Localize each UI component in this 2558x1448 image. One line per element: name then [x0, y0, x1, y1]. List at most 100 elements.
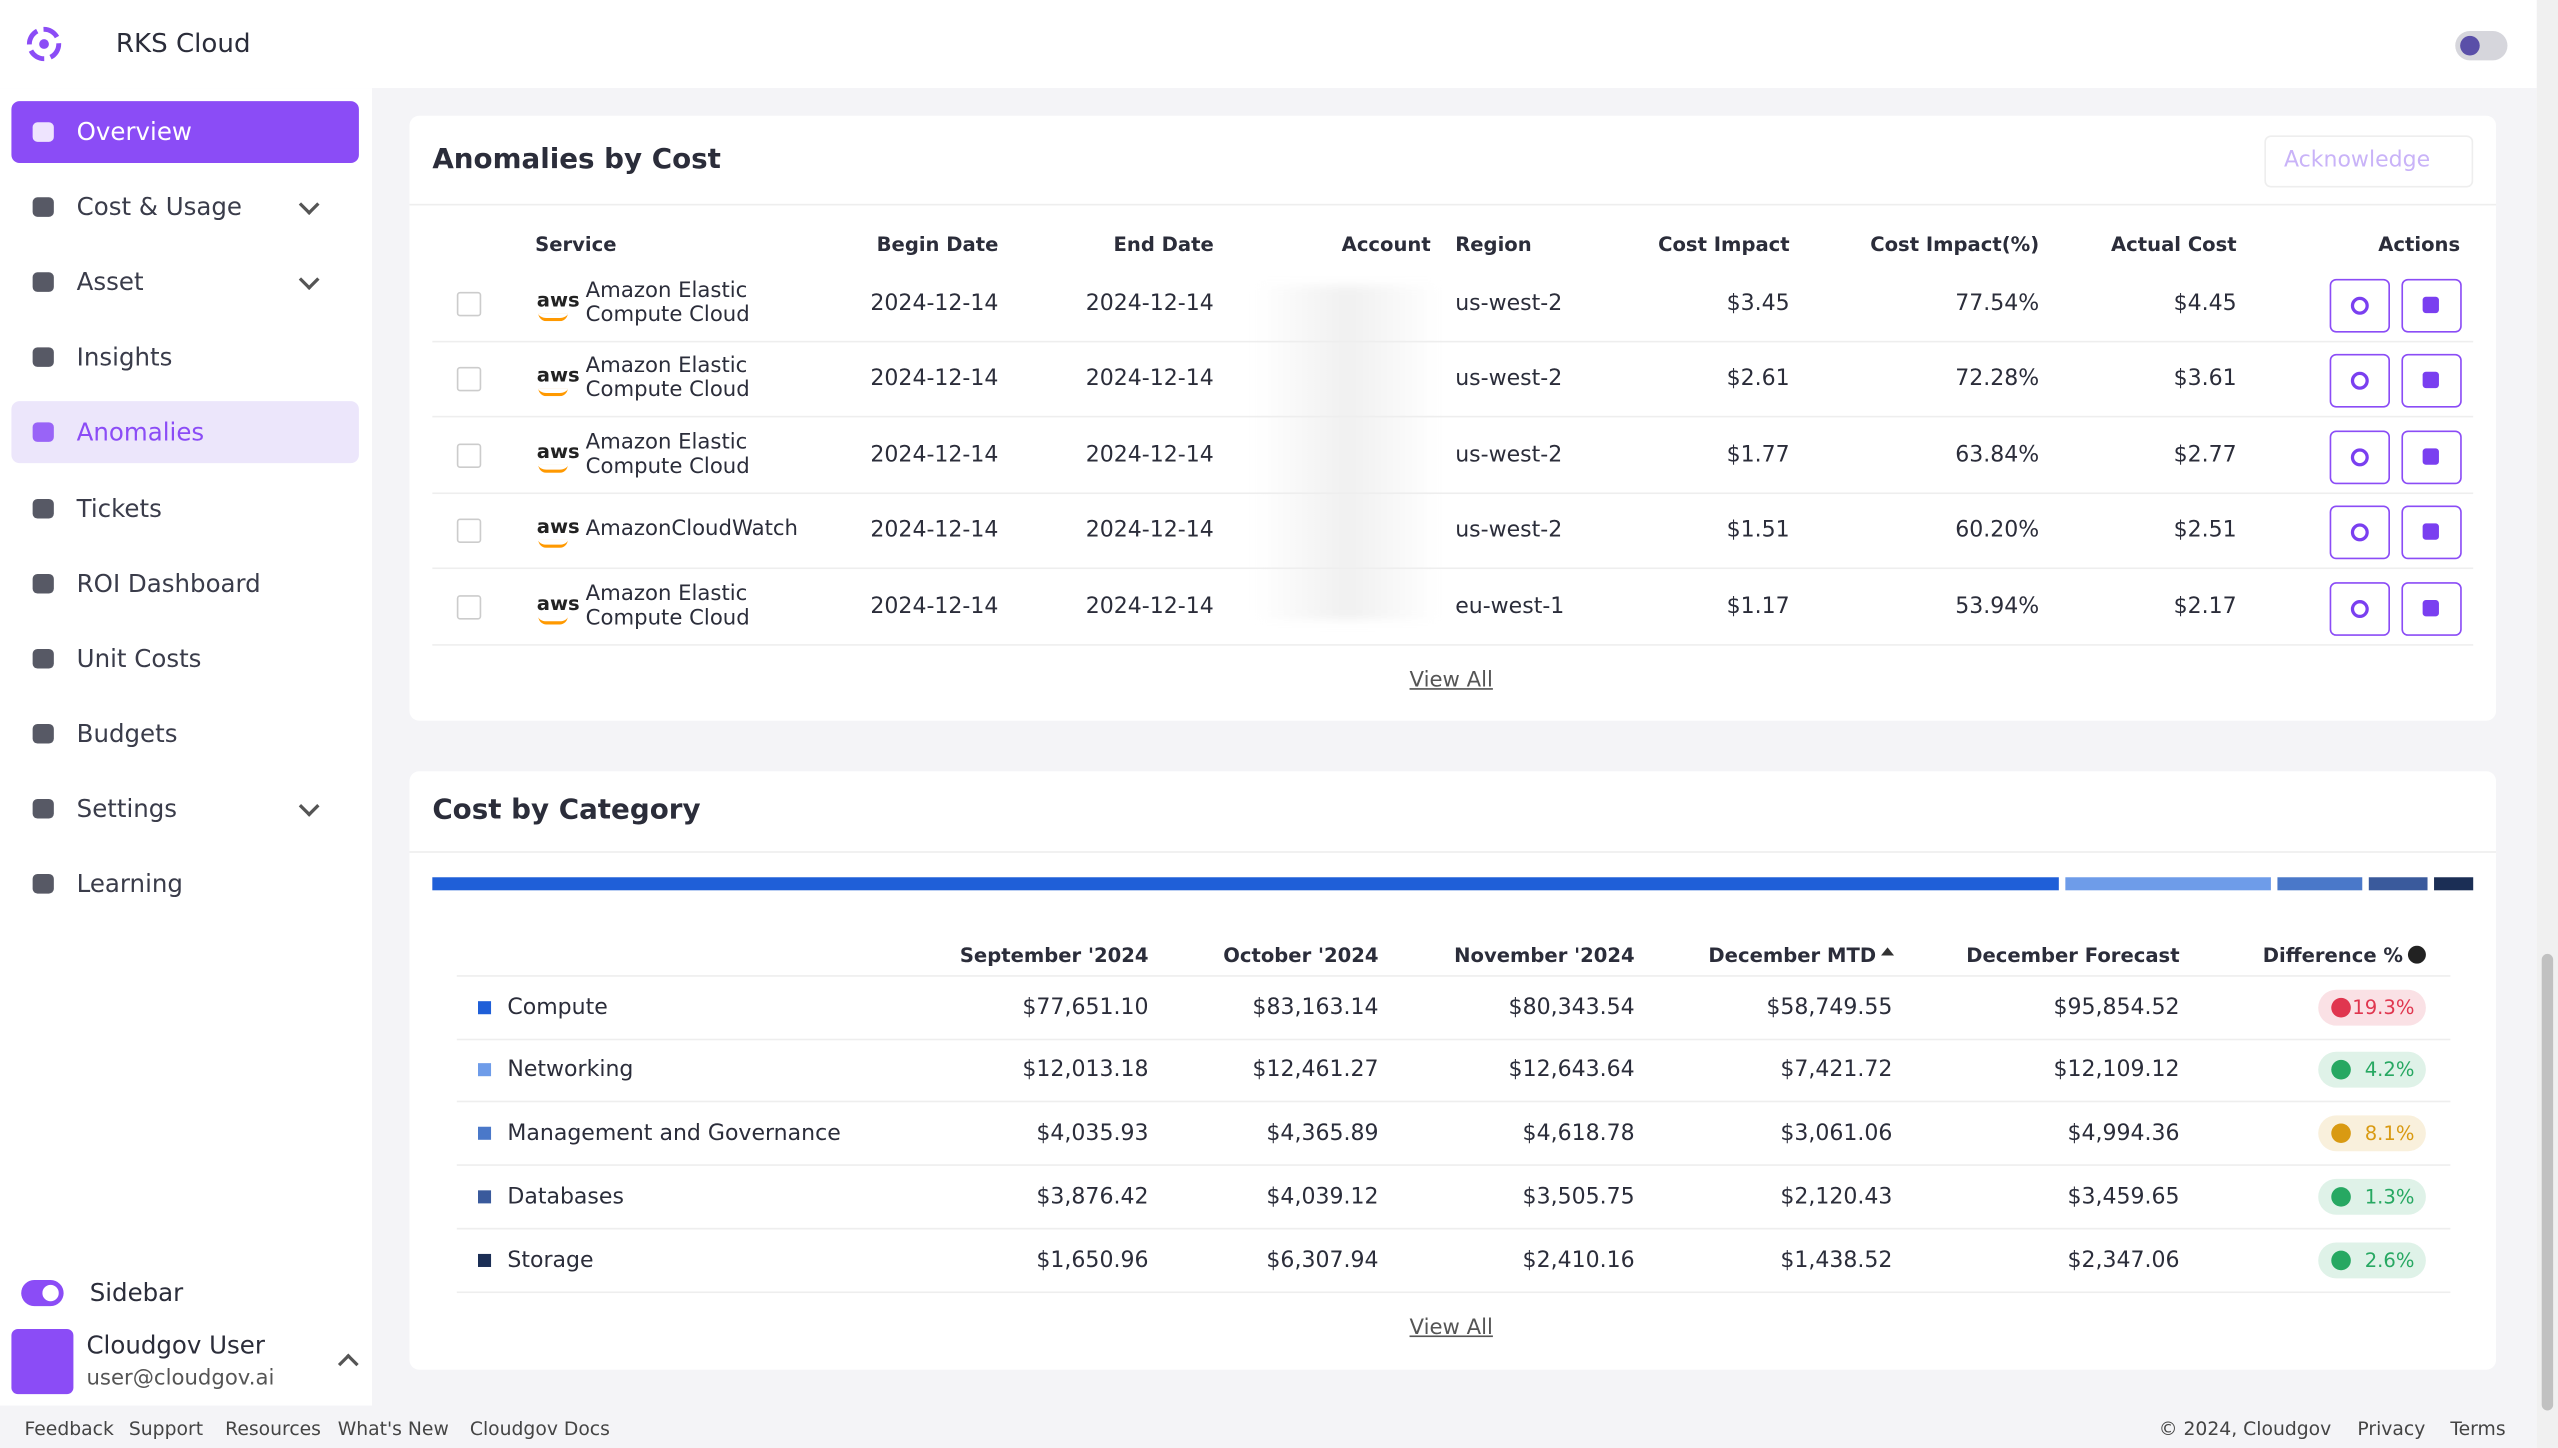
cell: us-west-2 [1455, 517, 1563, 544]
cell: $4,994.36 [2067, 1120, 2180, 1147]
column-header: September '2024 [959, 944, 1149, 967]
footer-link[interactable]: Feedback [24, 1416, 114, 1440]
difference-badge [2318, 1179, 2426, 1216]
category-name: Databases [507, 1184, 624, 1211]
nav-icon [32, 798, 54, 819]
cell: 2024-12-14 [870, 593, 999, 620]
category-name: Networking [507, 1057, 634, 1084]
user-name: Cloudgov User [86, 1330, 265, 1360]
category-swatch [478, 1254, 492, 1268]
acknowledge-button[interactable] [2264, 135, 2474, 188]
cell: $1.77 [1726, 441, 1790, 468]
cell: $7,421.72 [1780, 1057, 1893, 1084]
cell: us-west-2 [1455, 365, 1563, 392]
category-bar-segment [2368, 877, 2427, 891]
nav-item[interactable]: Cost & Usage [76, 192, 242, 222]
cell: 77.54% [1955, 289, 2040, 316]
row-divider [456, 1291, 2451, 1294]
brand: RKS Cloud [115, 27, 251, 59]
theme-toggle[interactable] [2455, 30, 2508, 61]
inspect-button[interactable] [2329, 278, 2391, 332]
column-header: Begin Date [876, 233, 999, 257]
nav-icon [32, 874, 54, 894]
nav-item[interactable]: Anomalies [76, 418, 205, 448]
view-all-link[interactable]: View All [1409, 1315, 1493, 1341]
nav-item[interactable]: Learning [76, 869, 183, 899]
cell: $4,365.89 [1266, 1120, 1379, 1147]
cell: $2,347.06 [2067, 1247, 2180, 1274]
info-icon[interactable] [2407, 945, 2426, 964]
category-bar-segment [432, 877, 2059, 891]
difference-value: 2.6% [2364, 1249, 2415, 1273]
row-checkbox[interactable] [456, 443, 482, 468]
inspect-button[interactable] [2329, 581, 2391, 636]
service-name: AmazonCloudWatch [585, 517, 799, 542]
nav-item[interactable]: Unit Costs [76, 643, 202, 673]
footer-link[interactable]: Terms [2450, 1416, 2506, 1440]
cell: $4,039.12 [1266, 1184, 1379, 1211]
category-name: Management and Governance [507, 1120, 841, 1147]
category-bar-segment [2433, 877, 2474, 891]
view-all-link[interactable]: View All [1409, 668, 1493, 694]
divider [409, 203, 2497, 206]
cell: us-west-2 [1455, 289, 1563, 316]
category-name: Storage [507, 1247, 594, 1274]
cell: $1.51 [1726, 517, 1790, 544]
cell: $80,343.54 [1508, 993, 1635, 1020]
cell: $12,109.12 [2053, 1057, 2180, 1084]
category-swatch [478, 1190, 492, 1204]
inspect-button[interactable] [2329, 353, 2391, 408]
service-name: Amazon Elastic Compute Cloud [585, 278, 750, 327]
nav-item[interactable]: Insights [76, 342, 173, 373]
column-header: Cost Impact [1658, 233, 1790, 257]
row-divider [456, 1037, 2451, 1040]
difference-value: 4.2% [2364, 1058, 2415, 1082]
cell: $2.17 [2173, 593, 2237, 620]
footer-link[interactable]: Cloudgov Docs [469, 1416, 610, 1440]
nav-icon [32, 347, 54, 368]
row-checkbox[interactable] [456, 594, 482, 620]
column-header: Cost Impact(%) [1870, 233, 2040, 257]
row-checkbox[interactable] [456, 291, 482, 316]
service-name: Amazon Elastic Compute Cloud [585, 581, 750, 631]
sidebar-toggle[interactable] [21, 1280, 64, 1307]
toggle-label: Sidebar [89, 1278, 184, 1308]
cell: 2024-12-14 [1085, 517, 1214, 544]
nav-item[interactable]: Budgets [76, 718, 178, 749]
category-swatch [478, 1000, 492, 1014]
nav-highlight-bg [11, 401, 359, 464]
inspect-button[interactable] [2329, 429, 2391, 484]
nav-icon [32, 122, 54, 142]
row-divider [432, 491, 2474, 494]
cell: 60.20% [1955, 517, 2040, 544]
schedule-button[interactable] [2401, 429, 2462, 484]
aws-smile [538, 388, 568, 397]
footer-link[interactable]: Support [128, 1416, 204, 1440]
schedule-button[interactable] [2401, 581, 2462, 636]
copyright: © 2024, Cloudgov [2158, 1416, 2332, 1440]
schedule-button[interactable] [2401, 505, 2462, 560]
aws-logo: aws [536, 363, 580, 387]
category-bar-segment [2064, 877, 2271, 891]
inspect-button[interactable] [2329, 505, 2391, 560]
nav-item[interactable]: Overview [76, 117, 192, 147]
nav-item[interactable]: Settings [76, 793, 178, 824]
card-title: Cost by Category [432, 794, 701, 827]
footer-link[interactable]: Privacy [2357, 1416, 2426, 1440]
row-checkbox[interactable] [456, 519, 482, 544]
acknowledge-label[interactable]: Acknowledge [2283, 146, 2431, 173]
nav-icon [32, 648, 54, 669]
nav-item[interactable]: Tickets [76, 493, 162, 523]
cell: $95,854.52 [2053, 993, 2180, 1020]
schedule-button[interactable] [2401, 278, 2462, 332]
row-checkbox[interactable] [456, 367, 482, 392]
nav-item[interactable]: ROI Dashboard [76, 568, 261, 598]
aws-logo: aws [536, 591, 580, 615]
footer-link[interactable]: What's New [337, 1416, 449, 1440]
row-divider [456, 1228, 2451, 1230]
footer-link[interactable]: Resources [225, 1416, 321, 1440]
nav-item[interactable]: Asset [76, 267, 144, 298]
row-divider [456, 1164, 2451, 1167]
row-divider [456, 975, 2451, 977]
schedule-button[interactable] [2401, 353, 2462, 408]
